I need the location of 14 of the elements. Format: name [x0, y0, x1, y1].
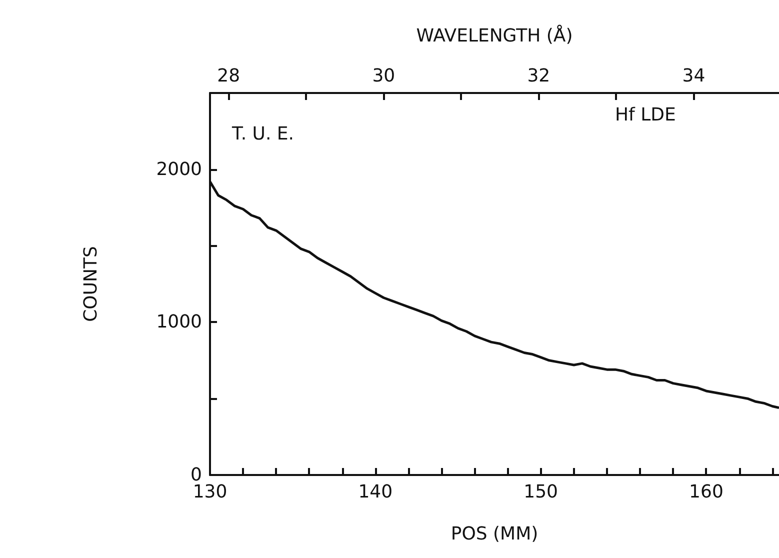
x-axis-title: POS (MM) [450, 524, 538, 544]
x-tick-label: 160 [689, 482, 724, 502]
x2-tick-label: 34 [682, 66, 706, 86]
x2-axis-title: WAVELENGTH (Å) [416, 24, 573, 46]
annotation: T. U. E. [231, 124, 294, 144]
x2-tick-label: 30 [372, 66, 396, 86]
y-tick-label: 1000 [156, 312, 202, 333]
y-axis-title: COUNTS [80, 246, 102, 322]
annotation: Hf LDE [615, 104, 676, 126]
x2-tick-label: 32 [527, 66, 550, 86]
x2-tick-label: 28 [217, 66, 240, 86]
x-tick-label: 140 [358, 482, 393, 502]
x-tick-label: 150 [524, 482, 558, 502]
y-tick-label: 2000 [156, 158, 202, 180]
